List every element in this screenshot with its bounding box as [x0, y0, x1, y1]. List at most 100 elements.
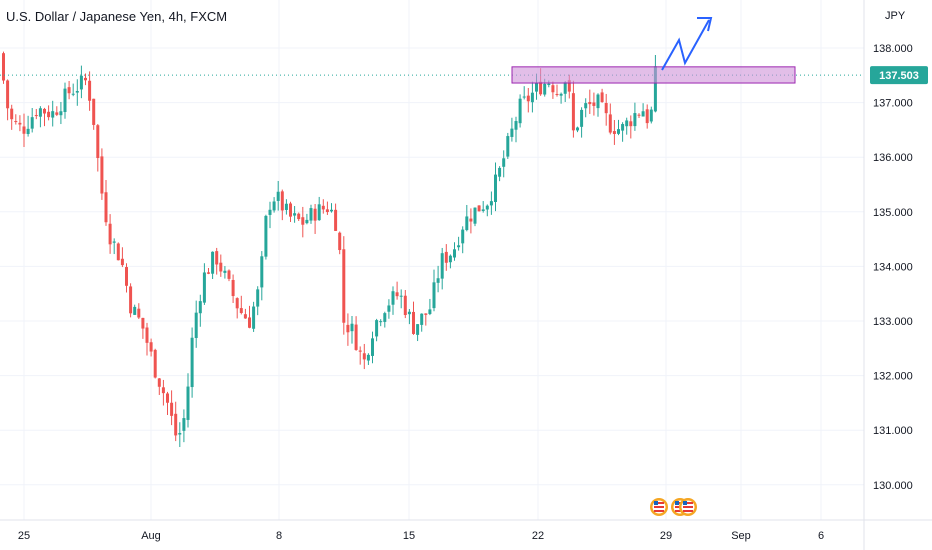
- price-tick-label: 137.000: [873, 98, 913, 110]
- candle: [580, 107, 584, 138]
- candle: [494, 162, 497, 212]
- chart-annotations: [0, 17, 864, 84]
- price-axis[interactable]: 138.000 137.000 136.000 135.000 134.000 133.0…: [873, 43, 913, 492]
- candle: [34, 108, 38, 120]
- candle: [600, 88, 604, 103]
- candle: [170, 390, 174, 426]
- candle: [330, 203, 333, 213]
- candle: [641, 103, 645, 117]
- candle: [194, 300, 198, 348]
- candle: [71, 83, 75, 97]
- candle: [243, 308, 247, 319]
- candle: [161, 379, 165, 406]
- candle: [59, 101, 63, 125]
- candle: [178, 422, 182, 448]
- time-tick-label: 6: [818, 530, 824, 542]
- candle: [321, 199, 325, 214]
- price-tick-label: 134.000: [873, 261, 913, 273]
- price-tick-label: 132.000: [873, 371, 913, 383]
- candle: [289, 201, 292, 222]
- candle: [576, 126, 579, 133]
- candle: [223, 266, 227, 279]
- candle: [100, 148, 104, 200]
- candle: [26, 115, 30, 137]
- candle: [239, 295, 243, 315]
- candle: [284, 199, 288, 215]
- time-axis[interactable]: 25 Aug 8 15 22 29 Sep 6: [18, 530, 824, 542]
- candle: [346, 313, 350, 346]
- candle: [75, 79, 79, 106]
- candle: [448, 254, 452, 269]
- candle: [444, 244, 448, 271]
- candle: [10, 104, 14, 130]
- candle: [358, 346, 362, 365]
- candle: [416, 324, 420, 342]
- candle: [149, 338, 153, 357]
- candle: [67, 81, 71, 100]
- candle: [383, 311, 387, 328]
- candle: [276, 180, 280, 211]
- candle: [645, 104, 649, 129]
- candle: [371, 331, 374, 364]
- candle: [481, 201, 485, 213]
- price-tick-label: 130.000: [873, 480, 913, 492]
- price-tick-label: 136.000: [873, 152, 913, 164]
- candle: [190, 327, 194, 398]
- time-tick-label: 15: [403, 530, 415, 542]
- candle: [395, 281, 399, 300]
- candle: [129, 283, 133, 318]
- candle: [198, 294, 202, 327]
- candle: [633, 102, 637, 131]
- candle: [453, 242, 456, 261]
- candle: [559, 92, 563, 104]
- candle: [96, 123, 100, 172]
- candle: [387, 299, 391, 319]
- candle: [256, 286, 260, 316]
- candle: [366, 353, 370, 365]
- candle: [375, 318, 379, 342]
- candle: [79, 65, 83, 99]
- candle: [424, 313, 428, 326]
- candle: [526, 88, 530, 113]
- last-price-value: 137.503: [879, 70, 919, 82]
- candle: [137, 303, 141, 320]
- candle: [436, 265, 440, 293]
- flag-usa-icon[interactable]: [650, 498, 668, 516]
- candle: [362, 343, 366, 370]
- candle: [248, 305, 251, 329]
- resistance-zone[interactable]: [511, 66, 796, 84]
- candle: [268, 201, 272, 229]
- candle: [313, 203, 317, 234]
- candle: [440, 247, 444, 290]
- candle: [432, 269, 436, 312]
- candle: [563, 81, 567, 103]
- time-tick-label: 22: [532, 530, 544, 542]
- candle: [153, 348, 157, 379]
- candle: [301, 206, 305, 238]
- flag-usa-icon[interactable]: [679, 498, 697, 516]
- candle: [252, 301, 256, 332]
- projection-arrow[interactable]: [661, 19, 710, 71]
- candle: [38, 106, 42, 128]
- candle: [309, 204, 313, 224]
- candle: [297, 212, 301, 221]
- candle: [502, 150, 506, 178]
- arrow-head-icon: [697, 17, 713, 32]
- candle: [47, 105, 51, 121]
- candle: [473, 207, 477, 227]
- candle: [498, 166, 502, 182]
- candle: [555, 84, 559, 97]
- candle: [403, 290, 407, 319]
- candle: [407, 308, 411, 325]
- candle: [469, 208, 473, 234]
- candle: [202, 263, 206, 305]
- candle: [55, 106, 59, 117]
- candle: [379, 319, 383, 327]
- candle: [649, 106, 653, 124]
- event-icons[interactable]: [650, 498, 697, 516]
- candle: [317, 196, 321, 221]
- candle: [211, 251, 215, 280]
- candle: [530, 81, 534, 113]
- candle: [354, 316, 358, 351]
